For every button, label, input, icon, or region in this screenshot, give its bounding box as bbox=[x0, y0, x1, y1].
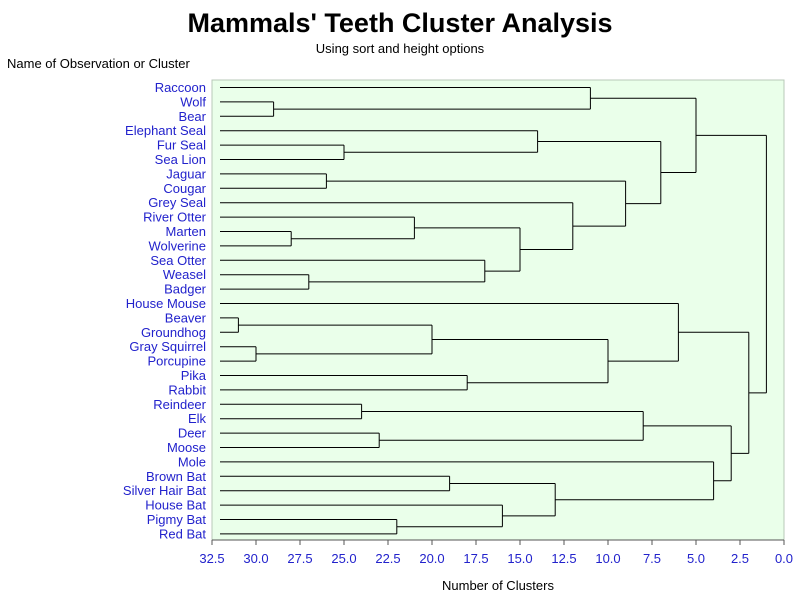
x-tick-label: 30.0 bbox=[243, 551, 268, 566]
y-axis-label: Name of Observation or Cluster bbox=[7, 56, 190, 71]
x-tick-label: 7.5 bbox=[643, 551, 661, 566]
leaf-label: Elephant Seal bbox=[125, 123, 206, 138]
plot-area bbox=[211, 79, 785, 541]
leaf-label: Jaguar bbox=[166, 166, 206, 181]
leaf-label: Beaver bbox=[165, 310, 207, 325]
leaf-label: Raccoon bbox=[155, 80, 206, 95]
x-tick-label: 5.0 bbox=[687, 551, 705, 566]
x-tick-label: 17.5 bbox=[463, 551, 488, 566]
x-axis-label: Number of Clusters bbox=[442, 578, 554, 593]
leaf-label: Elk bbox=[188, 411, 207, 426]
leaf-label: Mole bbox=[178, 454, 206, 469]
x-tick-label: 20.0 bbox=[419, 551, 444, 566]
chart-title: Mammals' Teeth Cluster Analysis bbox=[187, 8, 613, 38]
leaf-label: Sea Otter bbox=[150, 253, 206, 268]
x-tick-label: 2.5 bbox=[731, 551, 749, 566]
leaf-label: Marten bbox=[166, 224, 206, 239]
x-tick-label: 0.0 bbox=[775, 551, 793, 566]
leaf-label: Wolf bbox=[180, 94, 206, 109]
x-tick-label: 15.0 bbox=[507, 551, 532, 566]
leaf-label: House Mouse bbox=[126, 296, 206, 311]
leaf-label: Reindeer bbox=[153, 397, 206, 412]
leaf-label: Fur Seal bbox=[157, 138, 206, 153]
leaf-label: Pika bbox=[181, 368, 207, 383]
leaf-label: Weasel bbox=[163, 267, 206, 282]
x-tick-label: 22.5 bbox=[375, 551, 400, 566]
leaf-label: Brown Bat bbox=[146, 469, 206, 484]
leaf-label: Grey Seal bbox=[148, 195, 206, 210]
leaf-label: Cougar bbox=[163, 181, 206, 196]
leaf-label: House Bat bbox=[145, 498, 206, 513]
leaf-label: Bear bbox=[179, 109, 207, 124]
x-tick-label: 12.5 bbox=[551, 551, 576, 566]
leaf-label: Groundhog bbox=[141, 325, 206, 340]
leaf-label: Moose bbox=[167, 440, 206, 455]
x-tick-label: 32.5 bbox=[199, 551, 224, 566]
leaf-label: Sea Lion bbox=[155, 152, 206, 167]
leaf-label: Rabbit bbox=[168, 382, 206, 397]
leaf-label: Silver Hair Bat bbox=[123, 483, 206, 498]
leaf-label: Deer bbox=[178, 426, 207, 441]
leaf-label: Wolverine bbox=[148, 238, 206, 253]
leaf-label: Badger bbox=[164, 282, 207, 297]
leaf-label: Gray Squirrel bbox=[129, 339, 206, 354]
leaf-label: River Otter bbox=[143, 210, 207, 225]
chart-subtitle: Using sort and height options bbox=[315, 41, 485, 56]
x-tick-label: 27.5 bbox=[287, 551, 312, 566]
leaf-label: Pigmy Bat bbox=[147, 512, 207, 527]
leaf-label: Porcupine bbox=[147, 354, 206, 369]
x-tick-label: 25.0 bbox=[331, 551, 356, 566]
leaf-label: Red Bat bbox=[159, 526, 206, 541]
x-tick-label: 10.0 bbox=[595, 551, 620, 566]
